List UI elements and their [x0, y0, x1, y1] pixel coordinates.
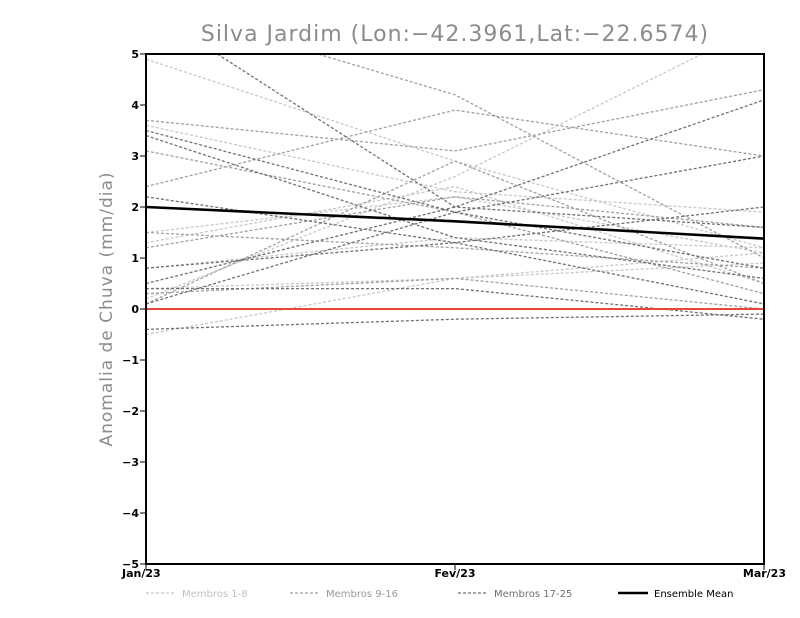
member-line-group-2-3 — [315, 54, 764, 259]
member-line-group-1-4 — [146, 252, 764, 336]
legend-label-2: Membros 9-16 — [326, 589, 398, 600]
y-tick-label: 2 — [131, 201, 139, 214]
x-axis-ticks: Jan/23 Fev/23 Mar/23 — [121, 564, 786, 580]
member-line-group-1-2 — [146, 185, 764, 285]
y-tick-label: 3 — [131, 150, 139, 163]
member-line-group-3-9 — [146, 242, 764, 305]
member-line-group-3-1 — [146, 129, 764, 269]
member-line-group-2-7 — [146, 160, 764, 305]
member-line-group-3-8 — [216, 54, 764, 229]
ensemble-mean-line — [146, 205, 764, 240]
member-line-group-2-4 — [146, 89, 764, 152]
member-line-group-3-2 — [146, 134, 764, 280]
member-line-group-2-6 — [146, 277, 764, 310]
legend-label-1: Membros 1-8 — [182, 589, 248, 600]
y-axis-ticks: 5 4 3 2 1 0 −1 −2 −3 −4 −5 — [122, 48, 146, 571]
member-line-group-3-5 — [146, 155, 764, 305]
y-tick-label: −4 — [122, 507, 139, 520]
y-tick-label: −2 — [122, 405, 139, 418]
legend: Membros 1-8 Membros 9-16 Membros 17-25 Ense… — [146, 589, 733, 600]
y-tick-label: 0 — [131, 303, 139, 316]
legend-label-4: Ensemble Mean — [654, 589, 733, 600]
plot-frame — [145, 53, 765, 565]
member-line-group-2-8 — [146, 231, 764, 269]
y-tick-label: −1 — [122, 354, 139, 367]
member-line-group-2-5 — [146, 196, 764, 249]
y-tick-label: −3 — [122, 456, 139, 469]
member-line-group-1-5 — [146, 262, 764, 290]
y-tick-label: 4 — [131, 99, 139, 112]
y-tick-label: 1 — [131, 252, 139, 265]
member-line-group-2-2 — [146, 109, 764, 188]
x-tick-label: Fev/23 — [434, 567, 475, 580]
member-line-group-3-7 — [146, 287, 764, 320]
y-axis-label: Anomalia de Chuva (mm/dia) — [97, 171, 117, 446]
y-tick-label: −5 — [122, 558, 139, 571]
member-line-group-1-1 — [146, 124, 764, 213]
member-line-group-1-8 — [146, 196, 764, 254]
legend-label-3: Membros 17-25 — [494, 589, 572, 600]
member-line-group-1-6 — [146, 58, 764, 249]
series-layer — [146, 54, 764, 336]
member-line-group-3-6 — [146, 313, 764, 331]
y-tick-label: 5 — [131, 48, 139, 61]
chart-title: Silva Jardim (Lon:−42.3961,Lat:−22.6574) — [201, 22, 709, 47]
member-line-group-3-4 — [146, 99, 764, 285]
x-tick-label: Jan/23 — [121, 567, 161, 580]
x-tick-label: Mar/23 — [743, 567, 786, 580]
